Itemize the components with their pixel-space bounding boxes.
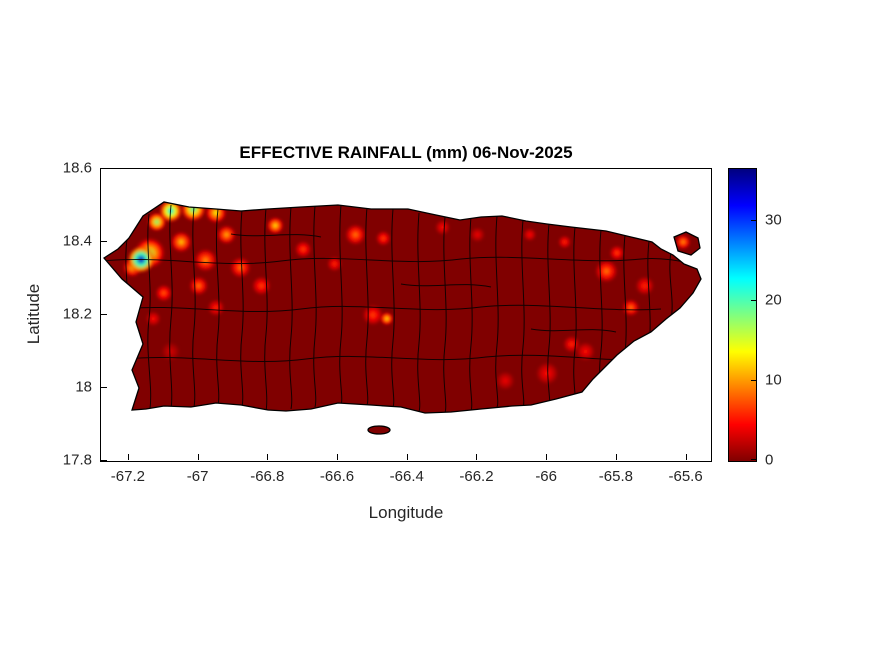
rainfall-hotspot	[266, 216, 285, 235]
rainfall-hotspot	[575, 341, 596, 362]
y-tick-mark	[101, 168, 107, 169]
x-tick-label: -67	[186, 468, 209, 485]
x-tick-label: -66.6	[319, 468, 355, 485]
x-tick-label: -66.2	[459, 468, 494, 485]
rainfall-hotspot	[154, 284, 173, 303]
y-tick-label: 18.4	[62, 232, 92, 250]
rainfall-hotspot	[193, 248, 218, 273]
rainfall-hotspot	[294, 240, 313, 259]
map-svg	[103, 201, 702, 435]
figure-title: EFFECTIVE RAINFALL (mm) 06-Nov-2025	[239, 143, 573, 162]
rainfall-hotspot	[188, 275, 209, 296]
colorbar-tick-mark	[751, 300, 756, 301]
rainfall-hotspot	[535, 361, 560, 386]
y-tick-mark	[101, 387, 107, 388]
colorbar-tick-label: 0	[765, 451, 774, 469]
y-tick-label: 17.8	[62, 451, 92, 469]
rainfall-hotspot	[621, 298, 640, 317]
rainfall-hotspot	[608, 244, 625, 261]
x-tick-mark	[267, 454, 269, 460]
y-tick-label: 18.6	[62, 159, 92, 177]
x-tick-mark	[197, 454, 199, 460]
colorbar-tick-mark	[751, 380, 756, 381]
x-tick-label: -66.4	[389, 468, 424, 485]
x-tick-label: -67.2	[110, 468, 145, 485]
rainfall-hotspot	[594, 259, 619, 284]
rainfall-hotspot	[145, 310, 162, 327]
rainfall-hotspot	[170, 231, 193, 253]
colorbar-tick-label: 10	[765, 371, 782, 389]
south-islet	[368, 426, 390, 434]
y-tick-mark	[101, 460, 107, 461]
rainfall-hotspot	[434, 219, 451, 236]
x-tick-mark	[685, 454, 687, 460]
rainfall-hotspot	[522, 227, 537, 242]
x-tick-label: -66.8	[250, 468, 285, 485]
y-tick-mark	[101, 241, 107, 242]
rainfall-hotspot	[344, 223, 367, 246]
x-tick-label: -66	[535, 468, 557, 485]
y-tick-label: 18.2	[62, 305, 92, 323]
colorbar-tick-mark	[751, 459, 756, 460]
x-tick-label: -65.6	[668, 468, 703, 485]
rainfall-hotspot	[251, 275, 272, 296]
island-base	[104, 202, 701, 434]
colorbar-gradient	[729, 169, 756, 461]
y-tick-mark	[101, 314, 107, 315]
rainfall-hotspot	[326, 255, 343, 272]
rainfall-hotspot	[557, 235, 572, 249]
x-axis-label: Longitude	[368, 503, 444, 522]
rainfall-hotspot	[229, 256, 252, 279]
x-tick-mark	[615, 454, 617, 460]
rainfall-hotspot	[361, 304, 384, 326]
y-tick-label: 18	[75, 378, 92, 396]
rainfall-hotspot	[216, 224, 237, 245]
x-tick-mark	[546, 454, 548, 460]
colorbar-tick-mark	[751, 220, 756, 221]
x-tick-mark	[127, 454, 129, 460]
rainfall-hotspot	[160, 341, 181, 362]
plot-area	[100, 168, 712, 462]
colorbar-tick-label: 20	[765, 291, 782, 309]
rainfall-hotspot	[469, 226, 486, 243]
rainfall-hotspot	[634, 275, 655, 296]
rainfall-hotspot	[675, 234, 692, 250]
x-tick-label: -65.8	[598, 468, 633, 485]
colorbar-tick-label: 30	[765, 211, 782, 229]
municipality-boundaries	[104, 204, 700, 413]
colorbar	[728, 168, 757, 462]
rainfall-hotspot	[207, 298, 226, 317]
coastline	[103, 201, 702, 435]
rainfall-hotspot	[379, 311, 394, 326]
x-tick-mark	[406, 454, 408, 460]
rainfall-hotspot	[495, 370, 516, 391]
rainfall-hotspot	[375, 230, 392, 247]
x-tick-mark	[337, 454, 339, 460]
rainfall-hotspot	[205, 202, 228, 224]
x-tick-mark	[476, 454, 478, 460]
rainfall-hotspot	[562, 335, 581, 354]
